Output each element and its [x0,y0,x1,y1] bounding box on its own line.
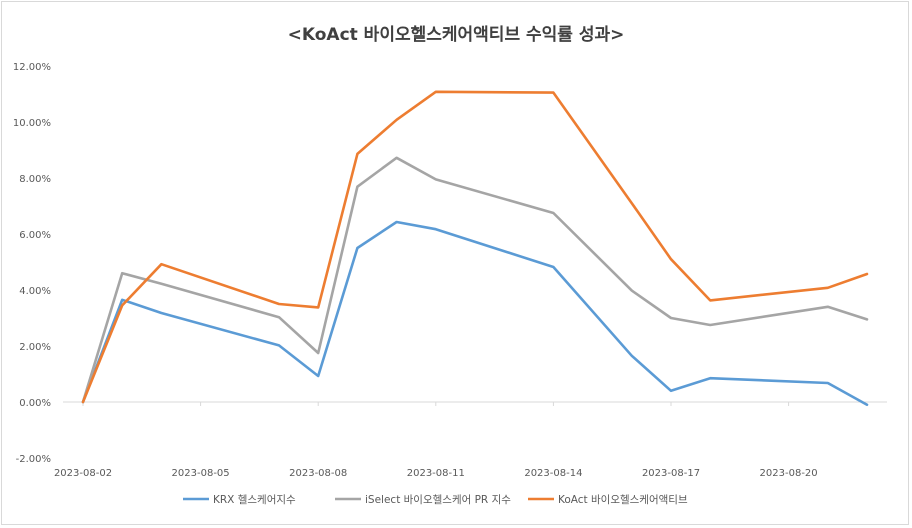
x-tick-label: 2023-08-14 [524,468,582,479]
series-line-3 [81,90,869,404]
y-tick-label: 2.00% [19,342,51,353]
y-axis-ticks: -2.00% 0.00% 2.00% 4.00% 6.00% 8.00% 10.00% 12.… [13,62,51,465]
legend: KRX 헬스케어지수 iSelect 바이오헬스케어 PR 지수 KoAct 바이오… [183,494,688,506]
y-tick-label: 10.00% [13,118,51,129]
x-tick-label: 2023-08-17 [642,468,700,479]
legend-label: iSelect 바이오헬스케어 PR 지수 [365,494,511,506]
y-tick-label: 6.00% [19,230,51,241]
y-tick-label: 8.00% [19,174,51,185]
y-tick-label: 12.00% [13,62,51,73]
x-tick-label: 2023-08-05 [172,468,230,479]
y-tick-label: 0.00% [19,398,51,409]
x-tick-label: 2023-08-11 [407,468,465,479]
x-axis: 2023-08-02 2023-08-05 2023-08-08 2023-08-11… [54,401,887,479]
x-tick-label: 2023-08-08 [289,468,347,479]
legend-label: KRX 헬스케어지수 [213,494,296,506]
x-tick-label: 2023-08-02 [54,468,112,479]
chart-title: <KoAct 바이오헬스케어액티브 수익률 성과> [287,25,625,45]
series-lines [81,90,869,407]
series-line-2 [81,156,869,404]
x-tick-label: 2023-08-20 [760,468,818,479]
y-tick-label: 4.00% [19,286,51,297]
series-line-1 [81,220,869,407]
y-tick-label: -2.00% [16,454,51,465]
legend-label: KoAct 바이오헬스케어액티브 [558,494,688,506]
